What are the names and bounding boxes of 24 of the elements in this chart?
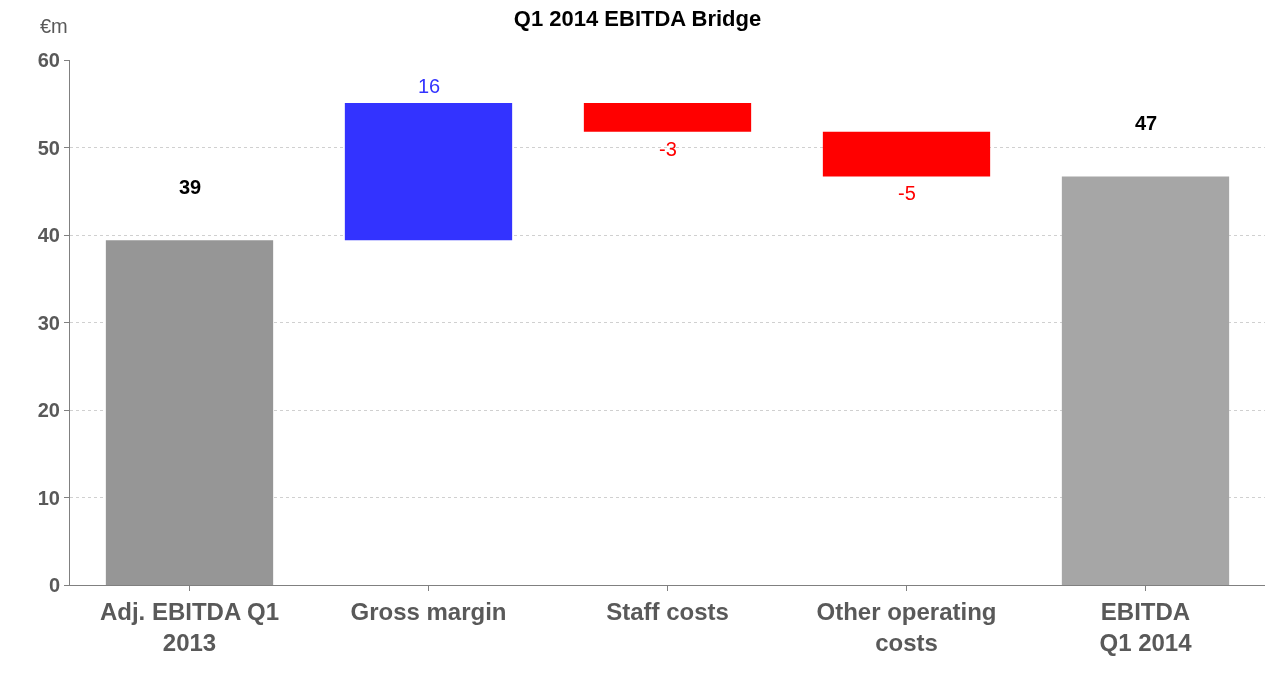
bar bbox=[1061, 176, 1230, 585]
x-tick-label: Staff costs bbox=[606, 597, 729, 625]
y-tick-label: 10 bbox=[37, 486, 60, 509]
chart-title: Q1 2014 EBITDA Bridge bbox=[513, 5, 762, 31]
x-tick-label: Gross margin bbox=[350, 597, 507, 625]
y-tick-label: 40 bbox=[37, 224, 60, 246]
y-tick-label: 30 bbox=[37, 311, 60, 334]
data-label: -5 bbox=[898, 182, 916, 204]
bar bbox=[105, 240, 274, 585]
y-tick-label: 0 bbox=[48, 574, 60, 596]
y-tick-label: 50 bbox=[37, 136, 60, 159]
y-tick-label: 60 bbox=[37, 49, 60, 71]
data-label: 47 bbox=[1135, 112, 1158, 134]
y-tick-label: 20 bbox=[37, 399, 60, 421]
x-tick-label: EBITDA Q1 2014 bbox=[1099, 597, 1193, 656]
bar bbox=[344, 102, 513, 241]
y-axis-title: €m bbox=[40, 15, 68, 37]
data-label: -3 bbox=[659, 138, 677, 160]
bar bbox=[583, 102, 752, 132]
data-label: 39 bbox=[179, 176, 202, 198]
x-tick-label: Other operating costs bbox=[816, 597, 997, 656]
bar bbox=[822, 131, 991, 177]
x-tick-label: Adj. EBITDA Q1 2013 bbox=[99, 597, 280, 656]
data-label: 16 bbox=[418, 75, 441, 97]
